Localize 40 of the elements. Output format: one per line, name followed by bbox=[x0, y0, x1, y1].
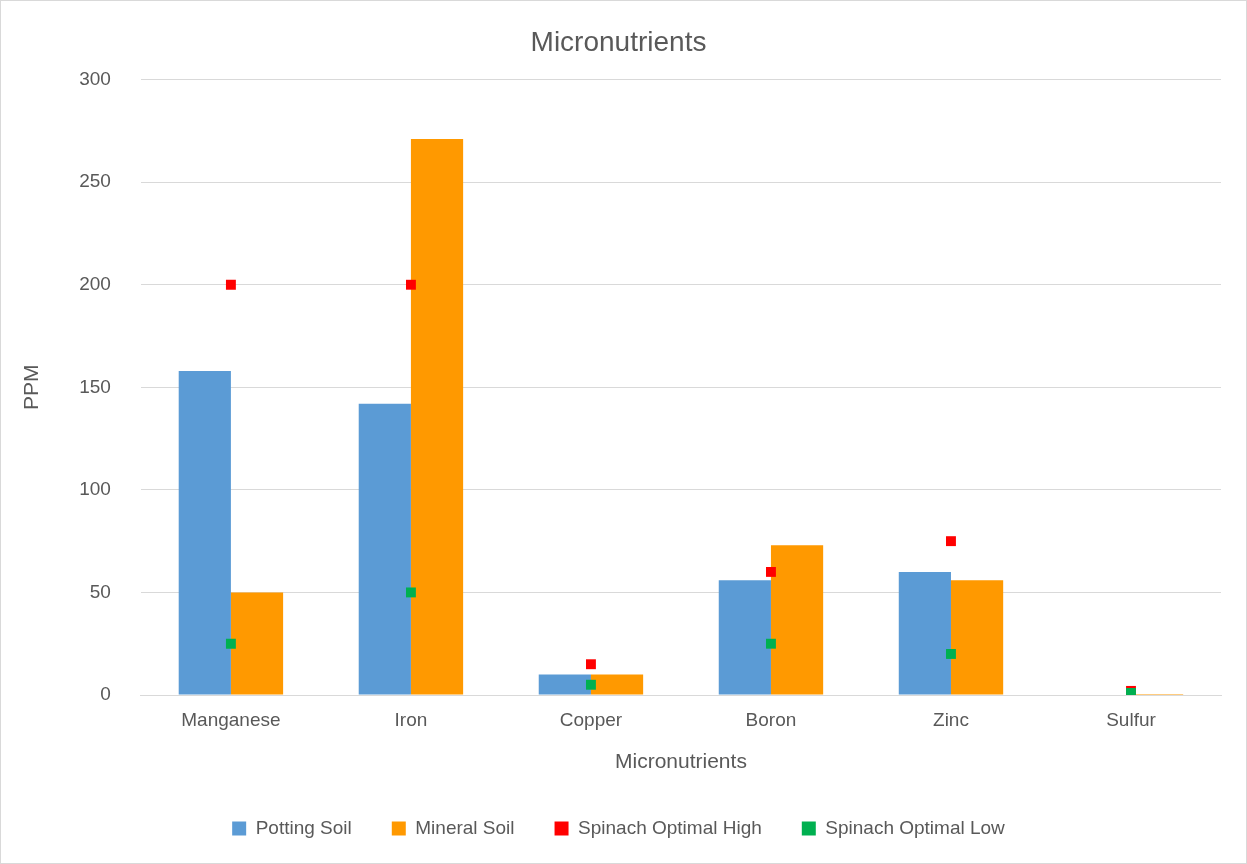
point bbox=[946, 649, 956, 659]
bar bbox=[410, 139, 464, 695]
legend-label: Mineral Soil bbox=[415, 816, 515, 838]
x-tick-label: Zinc bbox=[933, 708, 969, 730]
chart-title: Micronutrients bbox=[530, 25, 707, 57]
y-tick-label: 300 bbox=[79, 67, 111, 89]
point bbox=[225, 638, 236, 649]
bar bbox=[898, 571, 951, 695]
y-tick-label: 50 bbox=[89, 580, 111, 602]
y-axis-title: PPM bbox=[19, 364, 43, 411]
point bbox=[766, 566, 776, 577]
bar bbox=[950, 580, 1004, 695]
x-tick-label: Boron bbox=[745, 708, 797, 730]
x-axis-title: Micronutrients bbox=[615, 749, 747, 773]
y-tick-label: 0 bbox=[100, 683, 111, 705]
point bbox=[585, 679, 596, 690]
bar bbox=[718, 580, 771, 695]
point bbox=[225, 279, 236, 290]
point bbox=[766, 638, 776, 649]
x-tick-label: Sulfur bbox=[1106, 708, 1157, 730]
x-tick-label: Iron bbox=[394, 708, 428, 730]
bar bbox=[590, 674, 644, 695]
legend-label: Potting Soil bbox=[255, 816, 352, 838]
y-tick-label: 200 bbox=[79, 272, 111, 294]
point bbox=[405, 279, 416, 290]
x-tick-label: Manganese bbox=[181, 708, 281, 730]
bar bbox=[178, 370, 231, 695]
x-tick-label: Copper bbox=[559, 708, 623, 730]
y-tick-label: 100 bbox=[79, 478, 111, 500]
bar bbox=[358, 403, 411, 695]
point bbox=[946, 536, 956, 547]
y-tick-label: 150 bbox=[79, 375, 111, 397]
bar bbox=[538, 674, 591, 695]
legend-label: Spinach Optimal Low bbox=[825, 816, 1006, 838]
bar bbox=[770, 545, 824, 695]
y-tick-label: 250 bbox=[79, 170, 111, 192]
legend-label: Spinach Optimal High bbox=[578, 816, 762, 838]
point bbox=[585, 659, 596, 670]
point bbox=[405, 587, 416, 598]
bar bbox=[230, 592, 284, 695]
